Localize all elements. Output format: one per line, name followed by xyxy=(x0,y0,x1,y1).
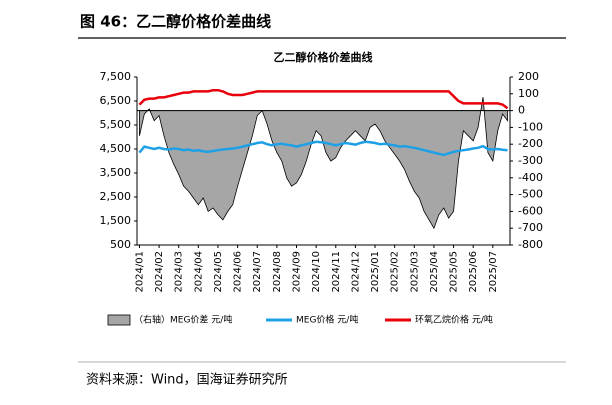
x-tick-label: 2024/07 xyxy=(252,251,263,293)
y-tick-label: 4,500 xyxy=(100,142,132,155)
y2-tick-label: -400 xyxy=(518,171,543,184)
area xyxy=(139,97,508,230)
x-tick-label: 2025/07 xyxy=(488,251,499,293)
x-tick-label: 2025/01 xyxy=(370,251,381,293)
x-tick-label: 2024/01 xyxy=(134,251,145,293)
y2-tick-label: -800 xyxy=(518,238,543,251)
x-tick-label: 2024/11 xyxy=(331,251,342,293)
y-tick-label: 2,500 xyxy=(100,190,132,203)
chart-title: 乙二醇价格价差曲线 xyxy=(274,50,373,64)
y2-tick-label: -100 xyxy=(518,120,543,133)
x-tick-label: 2024/10 xyxy=(311,251,322,293)
y-tick-label: 3,500 xyxy=(100,166,132,179)
x-tick-label: 2024/03 xyxy=(174,251,185,293)
legend-label: MEG价格 元/吨 xyxy=(296,314,358,326)
figure-title: 图 46：乙二醇价格价差曲线 xyxy=(80,13,271,31)
y2-tick-label: -600 xyxy=(518,204,543,217)
y2-tick-label: -300 xyxy=(518,154,543,167)
x-tick-label: 2025/05 xyxy=(449,251,460,293)
x-tick-label: 2024/06 xyxy=(233,251,244,293)
y2-tick-label: 200 xyxy=(518,70,539,83)
x-tick-label: 2024/12 xyxy=(350,251,361,293)
y2-tick-label: -500 xyxy=(518,188,543,201)
source: 资料来源：Wind，国海证券研究所 xyxy=(86,372,288,388)
x-tick-label: 2025/02 xyxy=(390,251,401,293)
y2-tick-label: 0 xyxy=(518,104,525,117)
y2-tick-label: -700 xyxy=(518,221,543,234)
x-tick-label: 2024/09 xyxy=(292,251,303,293)
line xyxy=(138,140,508,157)
x-tick-label: 2024/08 xyxy=(272,251,283,293)
legend-label: （右轴）MEG价差 元/吨 xyxy=(134,314,232,326)
y-tick-label: 5,500 xyxy=(100,118,132,131)
legend-label: 环氧乙烷价格 元/吨 xyxy=(415,314,493,326)
y-tick-label: 500 xyxy=(110,238,131,251)
legend-swatch xyxy=(107,314,131,326)
x-tick-label: 2024/04 xyxy=(193,251,204,293)
x-tick-label: 2024/02 xyxy=(154,251,165,293)
x-tick-label: 2025/06 xyxy=(468,251,479,293)
y2-tick-label: -200 xyxy=(518,137,543,150)
x-tick-label: 2024/05 xyxy=(213,251,224,293)
line xyxy=(138,88,509,110)
y-tick-label: 6,500 xyxy=(100,94,132,107)
y-tick-label: 7,500 xyxy=(100,70,132,83)
y-tick-label: 1,500 xyxy=(100,214,132,227)
x-tick-label: 2025/03 xyxy=(409,251,420,293)
x-tick-label: 2025/04 xyxy=(429,251,440,293)
y2-tick-label: 100 xyxy=(518,87,539,100)
